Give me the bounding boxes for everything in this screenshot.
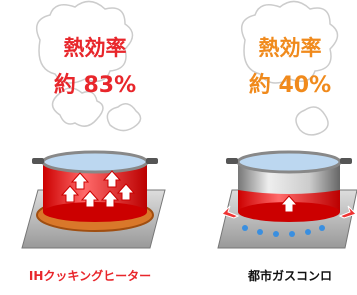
- heading: 熱効率: [259, 36, 322, 60]
- efficiency: 約 83%: [54, 72, 136, 98]
- steam: [37, 1, 338, 134]
- gas-stove: [218, 152, 357, 248]
- ih-stove: [22, 152, 165, 248]
- label: IHクッキングヒーター: [29, 268, 151, 283]
- label: 都市ガスコンロ: [247, 268, 332, 283]
- heading: 熱効率: [64, 36, 127, 60]
- illustration: 熱効率 約 83% 熱効率 約 40% IHクッキングヒーター 都市ガスコンロ: [0, 0, 357, 295]
- efficiency: 約 40%: [249, 72, 331, 98]
